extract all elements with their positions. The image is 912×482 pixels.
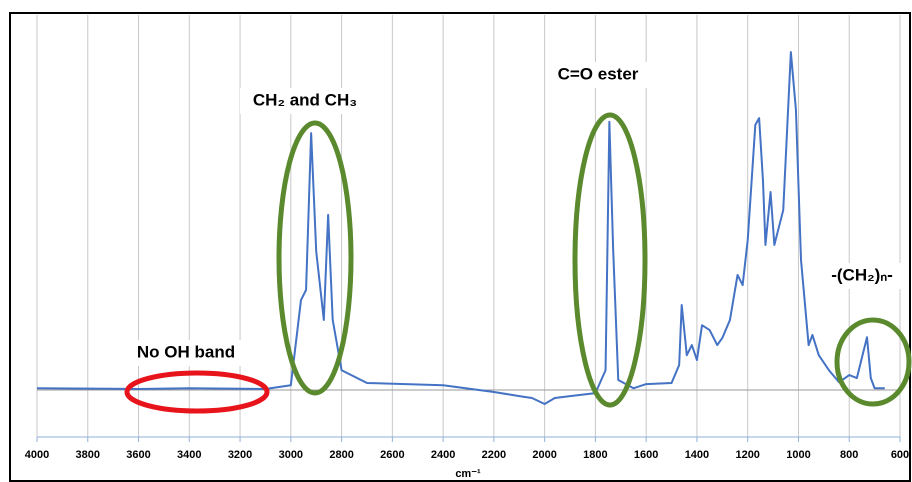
highlight-ellipse [572,112,648,408]
x-tick-label: 600 [891,449,909,461]
plot [36,51,885,405]
highlight-ellipse [834,317,912,407]
label-bg [240,88,370,114]
x-tick-label: 2800 [329,449,353,461]
x-tick-label: 3000 [279,449,303,461]
frame [9,12,911,482]
highlight-ellipse [276,120,354,396]
grid [36,15,901,442]
x-tick-label: 1200 [735,449,759,461]
x-axis-title: cm⁻¹ [455,468,481,480]
annotation: C=O ester [558,64,639,83]
label-bg [122,340,250,366]
annotation: CH₂ and CH₃ [253,90,357,109]
highlight-ellipse [124,370,270,414]
x-tick-label: 1000 [786,449,810,461]
x-tick-label: 2200 [482,449,506,461]
x-tick-label: 1800 [583,449,607,461]
x-tick-label: 800 [840,449,858,461]
x-tick-label: 4000 [25,449,49,461]
x-tick-label: 3200 [228,449,252,461]
x-tick-label: 1400 [685,449,709,461]
label-bg [818,263,906,289]
x-tick-label: 3600 [126,449,150,461]
x-tick-label: 3400 [177,449,201,461]
x-tick-label: 2600 [380,449,404,461]
x-tick-label: 3800 [76,449,100,461]
label-bg [548,62,648,88]
x-tick-label: 2000 [532,449,556,461]
spectrum-line [36,51,885,405]
x-tick-label: 2400 [431,449,455,461]
x-tick-label: 1600 [634,449,658,461]
annotation: -(CH₂)ₙ- [831,265,893,284]
annotation: No OH band [137,342,235,361]
